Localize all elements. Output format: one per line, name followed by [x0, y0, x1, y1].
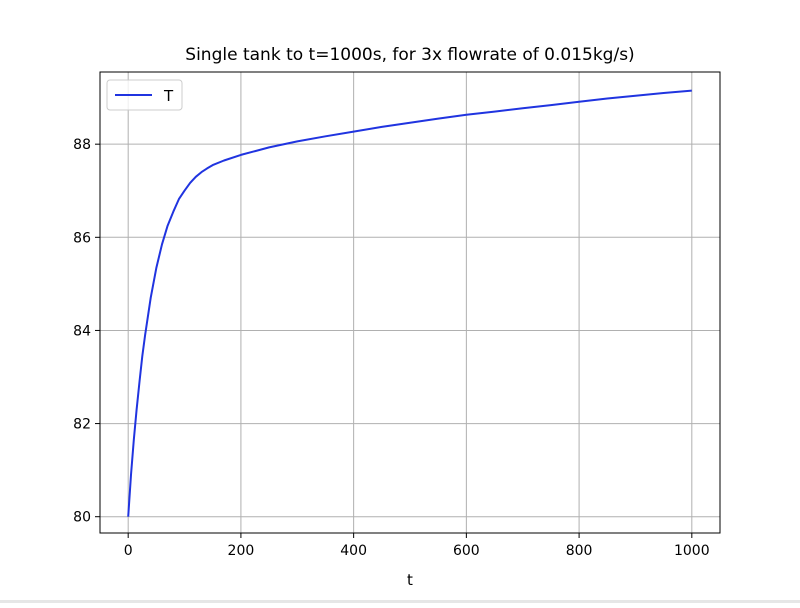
- x-tick-label: 200: [228, 543, 255, 559]
- x-tick-label: 1000: [674, 543, 710, 559]
- y-tick-label: 86: [73, 230, 91, 246]
- y-tick-label: 84: [73, 323, 91, 339]
- y-tick-label: 82: [73, 417, 91, 433]
- legend-label: T: [163, 87, 174, 105]
- y-tick-label: 88: [73, 137, 91, 153]
- x-axis-label: t: [407, 571, 413, 589]
- grid-lines: [100, 72, 720, 533]
- x-tick-label: 0: [124, 543, 133, 559]
- axis-ticks: 0 200 400 600 800 1000 80 82 84 86 88: [73, 137, 709, 559]
- axes-frame: [99, 71, 721, 534]
- series-line-T: [127, 89, 692, 517]
- window-bottom-edge: [0, 600, 800, 603]
- chart-title: Single tank to t=1000s, for 3x flowrate …: [185, 45, 634, 65]
- series-layer: [127, 89, 692, 517]
- y-tick-label: 80: [73, 510, 91, 526]
- legend: T: [106, 79, 183, 111]
- x-tick-label: 600: [453, 543, 480, 559]
- x-tick-label: 800: [566, 543, 593, 559]
- x-tick-label: 400: [340, 543, 367, 559]
